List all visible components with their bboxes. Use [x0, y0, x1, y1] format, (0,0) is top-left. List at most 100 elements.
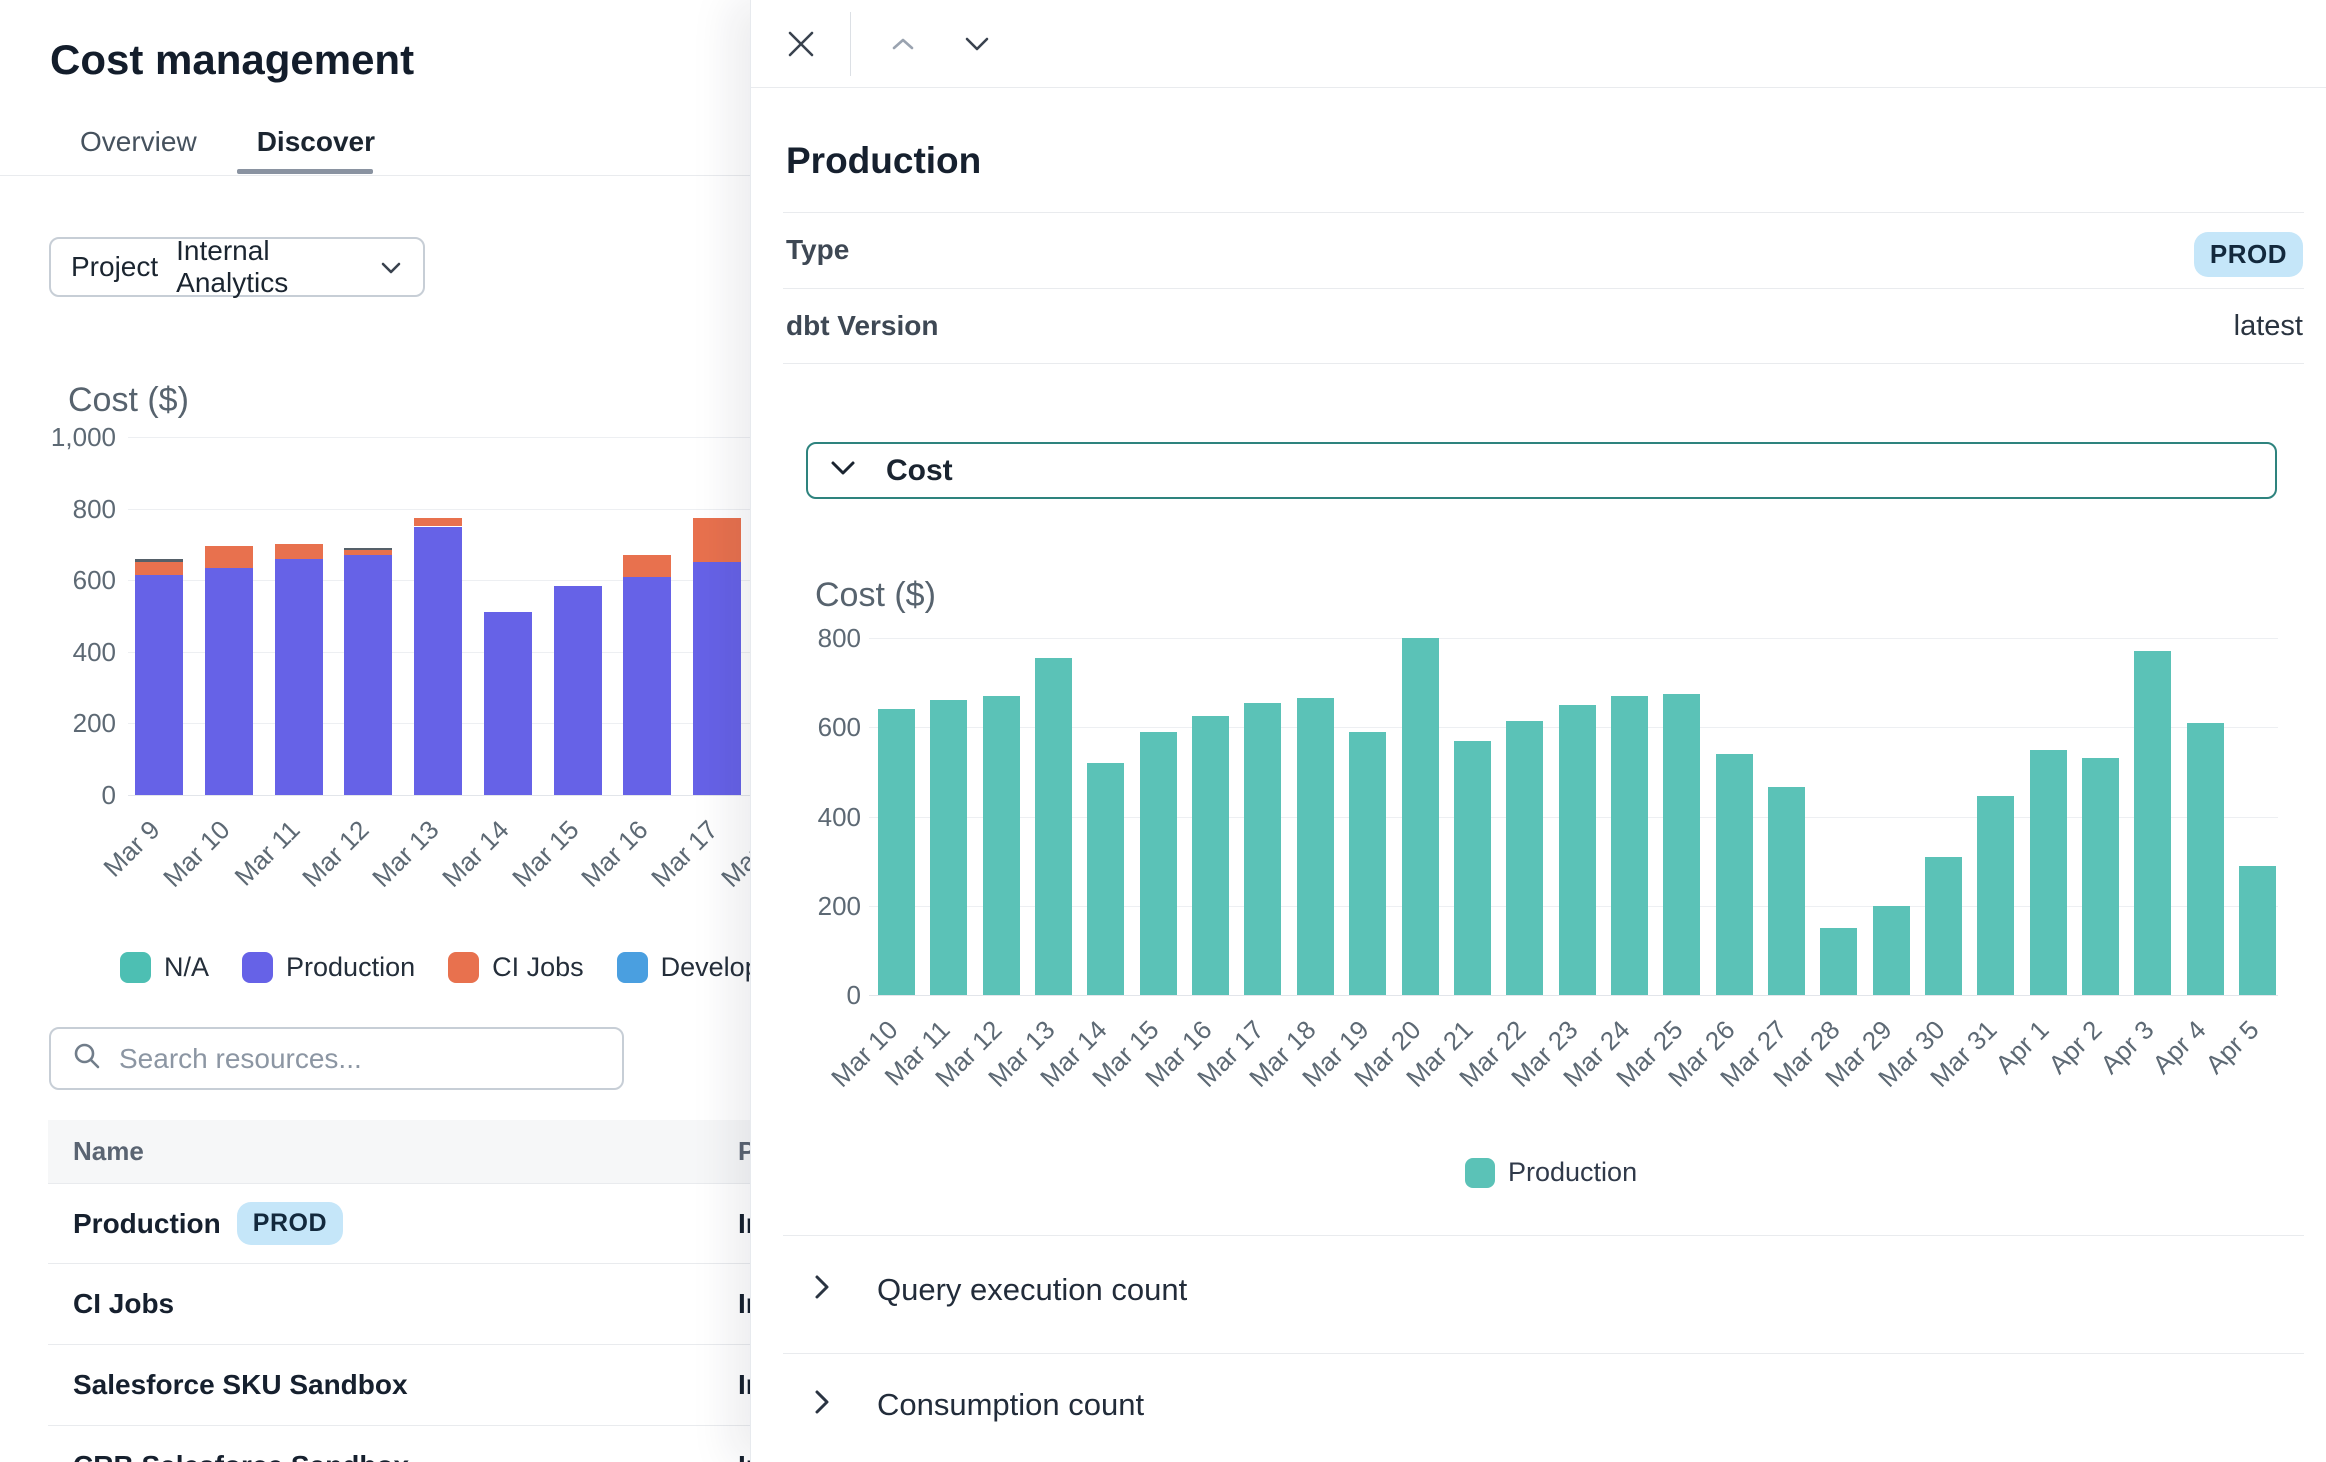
- gridline: [128, 795, 762, 796]
- type-field-label: Type: [786, 234, 850, 265]
- resource-name: CI Jobs: [73, 1288, 175, 1319]
- y-axis-tick: 400: [72, 636, 116, 667]
- right-chart-legend: Production: [1465, 1157, 1637, 1188]
- chevron-right-icon: [813, 1272, 831, 1307]
- bar-production-apr-1: [2029, 749, 2067, 995]
- gridline: [869, 638, 2278, 639]
- project-filter-dropdown[interactable]: Project Internal Analytics: [49, 235, 425, 298]
- bar-ci-jobs-mar-11: [274, 544, 323, 559]
- resource-name: Production: [73, 1207, 221, 1239]
- table-row[interactable]: ProductionPRODInternal Analytics: [48, 1183, 970, 1264]
- legend-item-n-a: N/A: [120, 952, 209, 983]
- y-axis-tick: 800: [817, 623, 861, 653]
- tab-bar-border: [0, 175, 800, 176]
- legend-swatch: [120, 952, 151, 983]
- type-badge: PROD: [2193, 232, 2303, 277]
- bar-production-mar-14: [1087, 762, 1125, 995]
- prod-badge: PROD: [236, 1202, 343, 1245]
- resource-name: Salesforce SKU Sandbox: [73, 1369, 408, 1400]
- y-axis-tick: 400: [817, 801, 861, 832]
- tab-discover[interactable]: Discover: [256, 126, 375, 157]
- legend-label: CI Jobs: [492, 952, 584, 982]
- bar-production-mar-16: [1192, 716, 1230, 995]
- bar-production-mar-13: [1035, 658, 1073, 995]
- bar-production-mar-10: [204, 567, 253, 795]
- drawer-toolbar: [751, 0, 2326, 88]
- bar-production-mar-22: [1506, 720, 1544, 995]
- gridline: [869, 995, 2278, 996]
- gridline: [128, 437, 762, 438]
- legend-label: Production: [286, 952, 416, 982]
- legend-swatch: [448, 952, 480, 983]
- legend-swatch: [242, 952, 274, 983]
- chevron-down-icon[interactable]: [957, 30, 997, 58]
- bar-ci-jobs-mar-12: [344, 550, 393, 556]
- active-tab-underline: [237, 169, 373, 174]
- prod-badge: PROD: [2193, 232, 2303, 277]
- legend-item-production: Production: [242, 952, 415, 983]
- bar-production-mar-11: [274, 558, 323, 795]
- bar-production-mar-13: [414, 526, 462, 795]
- bar-production-mar-14: [483, 612, 532, 795]
- bar-production-mar-27: [1767, 787, 1805, 995]
- bar-production-mar-17: [1244, 702, 1282, 995]
- bar-production-mar-20: [1401, 638, 1439, 995]
- bar-production-mar-12: [344, 555, 393, 795]
- table-row[interactable]: Salesforce SKU SandboxInternal Analytics: [48, 1345, 970, 1426]
- bar-production-mar-21: [1453, 740, 1491, 995]
- bar-ci-jobs-mar-10: [204, 546, 253, 568]
- divider: [783, 1235, 2304, 1236]
- bar-production-mar-15: [553, 585, 602, 795]
- environment-detail-drawer: Production Type PROD dbt Version latest …: [751, 0, 2326, 1462]
- chevron-down-icon: [379, 251, 403, 283]
- section-label: Consumption count: [877, 1387, 1145, 1422]
- bar-development-mar-9: [135, 559, 183, 563]
- consumption-count-section[interactable]: Consumption count: [751, 1387, 2326, 1447]
- bar-production-apr-2: [2082, 758, 2120, 995]
- drawer-title: Production: [786, 140, 982, 181]
- bar-ci-jobs-mar-9: [135, 562, 183, 575]
- search-box[interactable]: [49, 1027, 624, 1090]
- bar-production-mar-12: [982, 696, 1020, 995]
- close-icon[interactable]: [781, 24, 821, 64]
- resource-name: CRB Salesforce Sandbox: [48, 1450, 409, 1462]
- tab-overview[interactable]: Overview: [80, 126, 197, 157]
- legend-label: N/A: [164, 952, 210, 982]
- bar-production-mar-23: [1558, 704, 1596, 995]
- query-execution-count-section[interactable]: Query execution count: [751, 1272, 2326, 1332]
- search-icon: [71, 1040, 103, 1077]
- gridline: [128, 508, 762, 510]
- chevron-up-icon[interactable]: [883, 30, 923, 58]
- y-axis-tick: 0: [101, 780, 116, 810]
- table-row[interactable]: CRB Salesforce SandboxInternal Analytics: [48, 1426, 970, 1462]
- production-legend-label: Production: [1508, 1157, 1638, 1187]
- toolbar-divider: [850, 12, 851, 76]
- section-label: Query execution count: [877, 1272, 1188, 1307]
- table-row[interactable]: CI JobsInternal Analytics: [48, 1264, 970, 1345]
- bar-production-mar-24: [1610, 696, 1648, 995]
- bar-production-mar-15: [1139, 731, 1177, 995]
- bar-production-mar-10: [878, 709, 915, 995]
- right-chart-title: Cost ($): [815, 576, 936, 614]
- bar-ci-jobs-mar-16: [623, 555, 672, 577]
- search-input[interactable]: [119, 1042, 602, 1075]
- legend-swatch: [616, 952, 648, 983]
- y-axis-tick: 800: [72, 493, 116, 524]
- column-header-name: Name: [73, 1136, 144, 1166]
- bar-production-mar-19: [1349, 731, 1387, 995]
- bar-production-mar-31: [1977, 796, 2015, 995]
- divider: [783, 288, 2304, 289]
- cost-section-toggle[interactable]: Cost: [806, 442, 2277, 499]
- bar-production-apr-4: [2186, 722, 2224, 995]
- bar-production-mar-9: [135, 574, 183, 795]
- y-axis-tick: 0: [846, 980, 861, 1010]
- left-panel: Cost management Overview Discover Projec…: [0, 0, 970, 1462]
- bar-production-apr-5: [2239, 865, 2277, 995]
- bar-ci-jobs-mar-17: [693, 517, 741, 563]
- divider: [783, 363, 2304, 364]
- y-axis-tick: 1,000: [50, 422, 116, 452]
- bar-production-mar-11: [930, 700, 968, 995]
- bar-production-mar-28: [1820, 928, 1858, 995]
- bar-production-mar-29: [1872, 905, 1910, 995]
